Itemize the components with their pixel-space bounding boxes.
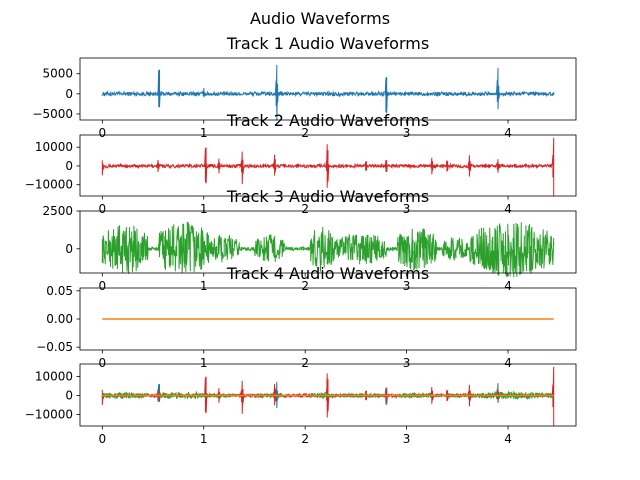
panel-5-xtick-label: 2 <box>301 432 309 446</box>
panel-2-title: Track 2 Audio Waveforms <box>226 111 429 130</box>
panel-5-xtick-label: 3 <box>403 432 411 446</box>
panel-2-xtick-label: 0 <box>98 202 106 216</box>
panel-4: −0.05 0.00 0.05 0 1 2 3 4 Track 4 Audio Waveform… <box>36 264 577 370</box>
panel-3-xtick-label: 3 <box>403 279 411 293</box>
panel-5-xtick-label: 1 <box>200 432 208 446</box>
panel-4-xtick-label: 4 <box>504 356 512 370</box>
panel-4-ytick-label: −0.05 <box>36 340 73 354</box>
panel-5: −10000 0 10000 0 1 2 3 4 <box>25 363 577 446</box>
panel-5-ytick-label: −10000 <box>25 408 73 422</box>
panel-5-axes-frame <box>79 363 577 427</box>
panel-5-ytick-label: 10000 <box>35 369 73 383</box>
waveform-panels: −5000 0 5000 0 1 2 3 4 Track 1 Audio Waveforms −1… <box>25 34 577 446</box>
panel-4-xtick-label: 0 <box>98 356 106 370</box>
panel-1-ytick-label: −5000 <box>32 107 73 121</box>
panel-1-axes-frame <box>79 57 577 121</box>
panel-2-ytick-label: 0 <box>65 159 73 173</box>
panel-1-xtick-label: 3 <box>403 126 411 140</box>
figure-suptitle: Audio Waveforms <box>250 9 390 28</box>
panel-2-axes-frame <box>79 134 577 197</box>
panel-1-xtick-label: 4 <box>504 126 512 140</box>
panel-5-xtick-label: 4 <box>504 432 512 446</box>
panel-4-xtick-label: 1 <box>200 356 208 370</box>
panel-1-xtick-label: 1 <box>200 126 208 140</box>
panel-1-title: Track 1 Audio Waveforms <box>226 34 429 53</box>
panel-5-ytick-label: 0 <box>65 388 73 402</box>
panel-3-ytick-label: 0 <box>65 242 73 256</box>
panel-2: −10000 0 10000 0 1 2 3 4 Track 2 Audio Waveforms <box>25 111 577 216</box>
panel-3-series-1-line <box>101 221 555 278</box>
panel-1: −5000 0 5000 0 1 2 3 4 Track 1 Audio Waveforms <box>32 34 577 140</box>
panel-4-title: Track 4 Audio Waveforms <box>226 264 429 283</box>
panel-2-xtick-label: 3 <box>403 202 411 216</box>
panel-3: 0 2500 0 1 2 3 4 Track 3 Audio Waveforms <box>42 187 577 293</box>
panel-2-xtick-label: 4 <box>504 202 512 216</box>
panel-1-xtick-label: 2 <box>301 126 309 140</box>
panel-3-axes-frame <box>79 210 577 274</box>
panel-3-xtick-label: 2 <box>301 279 309 293</box>
panel-1-ytick-label: 0 <box>65 87 73 101</box>
panel-2-ytick-label: −10000 <box>25 178 73 192</box>
panel-2-series-1-line <box>101 137 555 196</box>
panel-1-series-1-line <box>101 64 555 121</box>
panel-4-ytick-label: 0.00 <box>46 312 73 326</box>
panel-4-ytick-label: 0.05 <box>46 284 73 298</box>
panel-1-ytick-label: 5000 <box>42 67 73 81</box>
panel-3-xtick-label: 1 <box>200 279 208 293</box>
panel-4-xtick-label: 2 <box>301 356 309 370</box>
panel-3-xtick-label: 0 <box>98 279 106 293</box>
panel-1-xtick-label: 0 <box>98 126 106 140</box>
panel-5-xtick-label: 0 <box>98 432 106 446</box>
panel-3-ytick-label: 2500 <box>42 204 73 218</box>
panel-2-xtick-label: 1 <box>200 202 208 216</box>
panel-4-xtick-label: 3 <box>403 356 411 370</box>
panel-3-title: Track 3 Audio Waveforms <box>226 187 429 206</box>
panel-3-xtick-label: 4 <box>504 279 512 293</box>
panel-2-ytick-label: 10000 <box>35 140 73 154</box>
panel-2-xtick-label: 2 <box>301 202 309 216</box>
